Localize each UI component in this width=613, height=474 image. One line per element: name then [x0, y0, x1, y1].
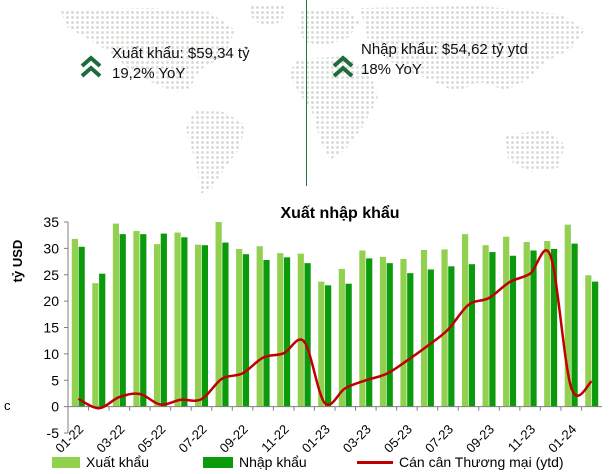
legend-label-import: Nhập khẩu — [239, 454, 307, 470]
bar-import — [263, 259, 270, 407]
bar-import — [222, 242, 229, 407]
bar-export — [112, 223, 120, 407]
bar-import — [468, 264, 475, 407]
bar-export — [318, 281, 325, 407]
bar-import — [427, 269, 434, 407]
bar-export — [564, 224, 571, 407]
australia-shape — [505, 130, 565, 172]
bar-export — [523, 242, 530, 407]
y-tick-label: 30 — [43, 240, 59, 256]
bar-import — [366, 258, 373, 407]
bar-export — [503, 236, 510, 407]
y-tick-label: 25 — [43, 267, 59, 283]
bar-import — [345, 283, 352, 407]
bar-export — [71, 238, 78, 407]
bar-export — [277, 253, 284, 407]
bar-import — [181, 237, 188, 407]
y-tick-label: 10 — [43, 346, 59, 362]
bar-export — [359, 250, 366, 407]
bar-import — [448, 266, 455, 407]
bar-export — [133, 230, 140, 407]
y-tick-label: 35 — [43, 214, 59, 230]
bar-export — [462, 234, 469, 407]
north-america-shape — [60, 8, 235, 92]
bar-export — [441, 249, 448, 407]
bar-import — [160, 233, 167, 407]
legend-swatch-import — [203, 456, 233, 468]
bar-import — [283, 257, 291, 407]
legend-item-export: Xuất khẩu — [52, 451, 149, 473]
bar-import — [571, 243, 578, 407]
y-tick-label: -5 — [47, 425, 60, 441]
export-kpi-growth: 19,2% YoY — [112, 65, 186, 82]
left-edge-stub: c — [4, 398, 11, 413]
bar-import — [407, 273, 414, 407]
x-tick-label: 11-23 — [505, 422, 538, 455]
bar-export — [92, 283, 99, 407]
bar-import — [201, 245, 208, 407]
chart-title: Xuất nhập khẩu — [280, 204, 399, 222]
bar-export — [338, 268, 345, 407]
balance-line-group — [77, 249, 593, 410]
double-chevron-up-icon — [332, 55, 354, 78]
bar-export — [420, 249, 428, 407]
bar-export — [195, 244, 202, 407]
legend-label-export: Xuất khẩu — [86, 454, 150, 470]
bar-export — [256, 246, 263, 407]
export-kpi-value: Xuất khẩu: $59,34 tỷ — [112, 45, 250, 62]
bar-export — [379, 256, 387, 407]
legend-label-balance: Cán cân Thương mại (ytd) — [399, 454, 564, 470]
y-tick-label: 0 — [51, 399, 59, 415]
double-chevron-up-icon — [80, 55, 102, 78]
bar-export — [482, 245, 489, 407]
europe-shape — [298, 8, 360, 46]
bar-export — [236, 248, 243, 407]
bar-export — [215, 222, 222, 407]
bars-group — [71, 222, 599, 407]
bar-import — [530, 250, 537, 407]
bar-import — [242, 254, 250, 407]
bar-import — [119, 234, 126, 407]
map-continents — [60, 5, 585, 194]
bar-export — [585, 275, 592, 407]
legend-item-import: Nhập khẩu — [203, 451, 307, 473]
export-kpi: Xuất khẩu: $59,34 tỷ 19,2% YoY — [112, 44, 250, 84]
bar-export — [297, 253, 304, 407]
legend-item-balance: Cán cân Thương mại (ytd) — [357, 451, 564, 473]
balance-line — [77, 249, 593, 410]
bar-import — [304, 263, 311, 407]
y-tick-label: 5 — [51, 372, 59, 388]
bar-import — [386, 263, 393, 407]
bar-import — [550, 248, 558, 407]
legend-swatch-balance — [357, 460, 393, 464]
bar-import — [99, 273, 106, 407]
bar-import — [325, 285, 332, 407]
bar-export — [544, 240, 551, 407]
south-america-shape — [186, 110, 245, 194]
x-tick-label: 11-22 — [258, 422, 291, 455]
asia-shape — [360, 6, 585, 92]
kpi-divider — [306, 0, 307, 186]
bar-export — [174, 232, 181, 407]
y-tick-label: 20 — [43, 293, 59, 309]
import-kpi-growth: 18% YoY — [361, 61, 422, 78]
bar-import — [509, 255, 517, 407]
bar-import — [140, 234, 147, 407]
bar-export — [400, 258, 407, 407]
bar-import — [592, 281, 599, 407]
y-tick-label: 15 — [43, 320, 59, 336]
greenland-shape — [250, 5, 285, 26]
bar-export — [153, 244, 161, 407]
y-axis-label: tỷ USD — [10, 240, 25, 283]
world-map-background — [60, 5, 585, 194]
import-kpi-value: Nhập khẩu: $54,62 tỷ ytd — [361, 41, 528, 58]
africa-shape — [290, 56, 378, 160]
bar-import — [489, 252, 496, 407]
import-kpi: Nhập khẩu: $54,62 tỷ ytd 18% YoY — [361, 40, 528, 80]
legend-swatch-export — [52, 456, 80, 468]
bar-import — [78, 246, 85, 407]
